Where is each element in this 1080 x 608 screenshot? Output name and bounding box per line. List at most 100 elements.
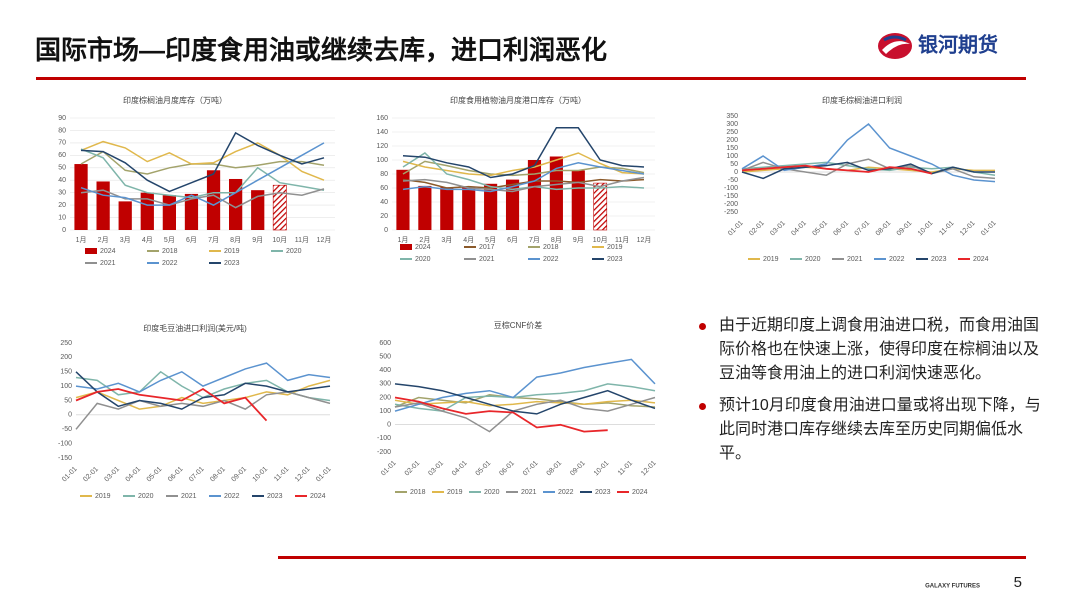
bar — [272, 184, 287, 231]
y-tick-label: 0 — [68, 412, 72, 419]
x-tick-label: 05-01 — [146, 466, 164, 484]
x-tick-label: 10月 — [593, 236, 608, 244]
y-tick-label: -150 — [724, 193, 738, 200]
x-tick-label: 2月 — [419, 236, 430, 244]
y-tick-label: 250 — [726, 129, 738, 136]
x-tick-label: 06-01 — [498, 460, 516, 478]
series-line — [80, 148, 325, 199]
y-tick-label: 600 — [379, 340, 391, 347]
series-line — [394, 396, 656, 433]
y-tick-label: 0 — [384, 227, 388, 234]
x-tick-label: 01-01 — [61, 466, 79, 484]
legend-label: 2022 — [543, 256, 559, 263]
y-tick-label: -50 — [62, 426, 72, 433]
x-tick-label: 9月 — [252, 236, 263, 244]
footer-brand: GALAXY FUTURES — [925, 584, 980, 590]
y-tick-label: 60 — [58, 152, 66, 159]
chart-title: 印度毛棕榈油进口利润 — [822, 95, 902, 105]
y-tick-label: 350 — [726, 113, 738, 120]
series-line — [75, 362, 331, 393]
x-tick-label: 07-01 — [854, 220, 872, 238]
x-tick-label: 1月 — [76, 236, 87, 244]
series-line — [80, 140, 325, 181]
y-tick-label: 10 — [58, 214, 66, 221]
legend-label: 2021 — [100, 260, 116, 267]
legend-label: 2023 — [931, 256, 947, 263]
y-tick-label: -200 — [377, 449, 391, 456]
x-tick-label: 12月 — [637, 236, 652, 244]
legend-swatch — [400, 244, 412, 250]
y-tick-label: 0 — [62, 227, 66, 234]
x-tick-label: 4月 — [463, 236, 474, 244]
x-tick-label: 7月 — [529, 236, 540, 244]
series-line — [402, 162, 645, 193]
y-tick-label: 50 — [64, 397, 72, 404]
x-tick-label: 10-01 — [917, 220, 935, 238]
x-tick-label: 10-01 — [252, 466, 270, 484]
x-tick-label: 11-01 — [938, 220, 955, 237]
series-line — [394, 383, 656, 415]
x-tick-label: 4月 — [142, 236, 153, 244]
bar — [162, 195, 176, 230]
x-tick-label: 1月 — [398, 236, 409, 244]
series-line — [394, 383, 656, 412]
x-tick-label: 10月 — [272, 236, 287, 244]
footer-rule — [278, 556, 1026, 559]
legend-label: 2022 — [558, 489, 574, 496]
y-tick-label: -200 — [724, 201, 738, 208]
legend-label: 2023 — [267, 493, 283, 500]
bar — [184, 193, 199, 230]
legend-label: 2020 — [415, 256, 431, 263]
series-line — [741, 122, 996, 183]
bar — [549, 156, 563, 230]
bar — [251, 190, 265, 230]
legend-label: 2020 — [805, 256, 821, 263]
legend-label: 2017 — [479, 244, 495, 251]
x-tick-label: 09-01 — [896, 220, 914, 238]
series-line — [402, 176, 645, 193]
x-tick-label: 10-01 — [593, 460, 611, 478]
y-tick-label: 30 — [58, 190, 66, 197]
legend-label: 2019 — [607, 244, 623, 251]
y-tick-label: 120 — [376, 143, 388, 150]
y-tick-label: 90 — [58, 115, 66, 122]
series-line — [80, 188, 325, 209]
series-line — [402, 178, 645, 189]
legend-label: 2023 — [224, 260, 240, 267]
y-tick-label: 200 — [60, 354, 72, 361]
x-tick-label: 09-01 — [569, 460, 587, 478]
x-tick-label: 03-01 — [103, 466, 121, 484]
bullet: 预计10月印度食用油进口量或将出现下降，与此同时港口库存继续去库至历史同期偏低水… — [699, 394, 1042, 466]
legend-label: 2019 — [763, 256, 779, 263]
x-tick-label: 05-01 — [475, 460, 493, 478]
y-tick-label: 400 — [379, 367, 391, 374]
legend-label: 2022 — [889, 256, 905, 263]
series-line — [394, 396, 608, 433]
y-tick-label: -250 — [724, 209, 738, 216]
x-tick-label: 06-01 — [833, 220, 851, 238]
y-tick-label: 250 — [60, 340, 72, 347]
bar — [505, 179, 520, 230]
series-line — [394, 399, 656, 407]
legend-label: 2020 — [286, 248, 302, 255]
x-tick-label: 01-01 — [315, 466, 333, 484]
x-tick-label: 02-01 — [748, 220, 766, 238]
x-tick-label: 01-01 — [727, 220, 745, 238]
x-tick-label: 08-01 — [209, 466, 227, 484]
legend-label: 2019 — [224, 248, 240, 255]
legend-label: 2021 — [479, 256, 495, 263]
y-tick-label: 140 — [376, 129, 388, 136]
x-tick-label: 12-01 — [640, 460, 658, 478]
legend-label: 2023 — [607, 256, 623, 263]
series-line — [741, 161, 995, 180]
bar — [593, 182, 608, 231]
legend-swatch — [85, 248, 97, 254]
x-tick-label: 06-01 — [167, 466, 185, 484]
x-tick-label: 08-01 — [875, 220, 893, 238]
x-tick-label: 3月 — [441, 236, 452, 244]
y-tick-label: -100 — [724, 185, 738, 192]
y-tick-label: 60 — [380, 185, 388, 192]
x-tick-label: 9月 — [573, 236, 584, 244]
bullet: 由于近期印度上调食用油进口税，而食用油国际价格也在快速上涨，使得印度在棕榈油以及… — [699, 314, 1042, 386]
